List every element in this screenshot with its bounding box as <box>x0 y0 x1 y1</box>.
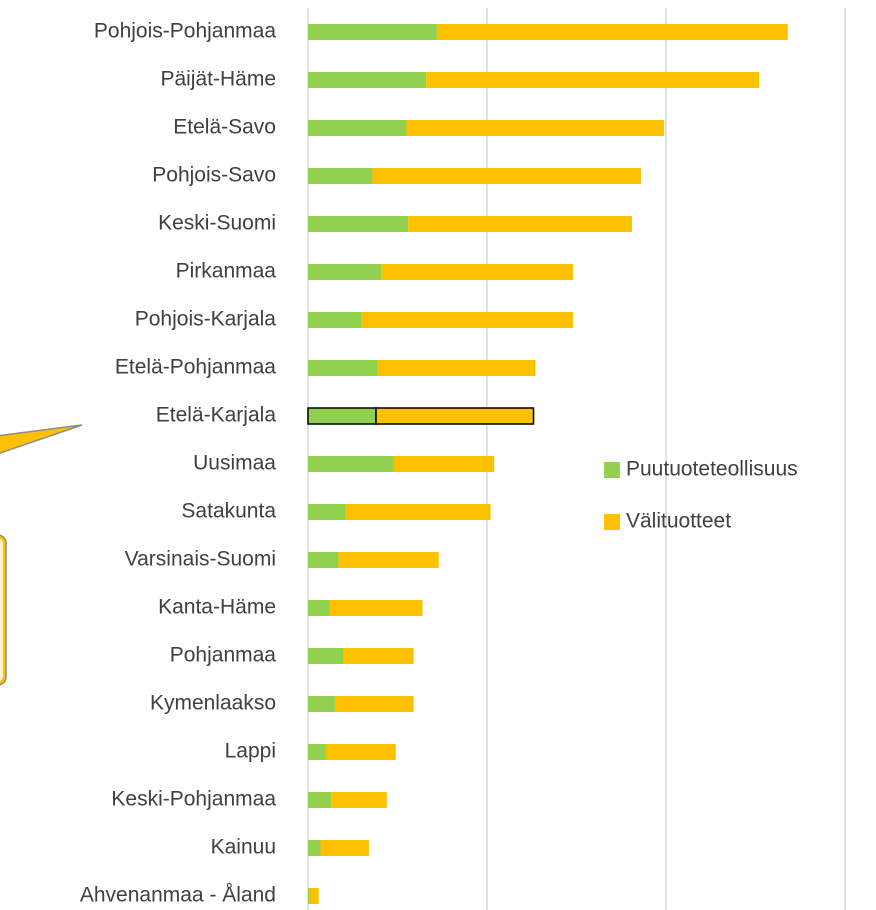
bar-segment <box>338 552 439 568</box>
bar-segment <box>436 24 788 40</box>
bar-segment <box>325 744 396 760</box>
bar-segment <box>308 504 346 520</box>
y-tick-label: Satakunta <box>181 500 276 523</box>
y-tick-label: Etelä-Savo <box>173 116 276 139</box>
legend-label: Välituotteet <box>626 510 731 533</box>
bar-segment <box>308 312 362 328</box>
bar-segment <box>308 360 378 376</box>
y-tick-label: Pohjois-Savo <box>152 164 276 187</box>
bar-segment <box>331 792 387 808</box>
callout-pointer <box>0 424 83 454</box>
y-tick-label: Pirkanmaa <box>176 260 277 283</box>
bar-segment <box>393 456 495 472</box>
bar-segment <box>308 840 321 856</box>
y-tick-label: Ahvenanmaa - Åland <box>80 884 276 907</box>
y-tick-label: Uusimaa <box>193 452 276 475</box>
bar-segment <box>308 888 310 904</box>
bar-segment <box>308 120 407 136</box>
bar-segment <box>307 407 377 425</box>
bar-segment <box>406 120 665 136</box>
bar-segment <box>308 264 382 280</box>
y-tick-label: Etelä-Pohjanmaa <box>115 356 276 379</box>
bar-segment <box>309 888 319 904</box>
y-tick-label: Pohjois-Pohjanmaa <box>94 20 276 43</box>
y-tick-label: Kymenlaakso <box>150 692 276 715</box>
y-tick-label: Keski-Suomi <box>158 212 276 235</box>
bar-segment <box>308 600 330 616</box>
bar-segment <box>308 744 326 760</box>
y-tick-label: Keski-Pohjanmaa <box>111 788 276 811</box>
bar-segment <box>375 407 535 425</box>
bar-segment <box>329 600 423 616</box>
y-tick-label: Kainuu <box>211 836 276 859</box>
y-tick-label: Päijät-Häme <box>160 68 276 91</box>
bar-segment <box>426 72 760 88</box>
callout-inner <box>0 538 3 682</box>
y-tick-label: Kanta-Häme <box>158 596 276 619</box>
bar-segment <box>308 696 335 712</box>
y-tick-label: Pohjanmaa <box>170 644 277 667</box>
bar-segment <box>361 312 573 328</box>
legend-label: Puutuoteteollisuus <box>626 458 798 481</box>
bar-segment <box>334 696 414 712</box>
bar-segment <box>308 24 437 40</box>
y-tick-label: Lappi <box>225 740 276 763</box>
bar-segment <box>308 648 344 664</box>
bar-segment <box>308 72 427 88</box>
bar-segment <box>372 168 641 184</box>
bar-segment <box>308 552 339 568</box>
legend-swatch <box>604 462 620 478</box>
bar-segment <box>308 792 332 808</box>
y-tick-label: Varsinais-Suomi <box>125 548 276 571</box>
legend-swatch <box>604 514 620 530</box>
bar-segment <box>343 648 414 664</box>
bar-segment <box>308 456 394 472</box>
y-tick-label: Etelä-Karjala <box>156 404 277 427</box>
bar-segment <box>377 360 536 376</box>
bar-segment <box>308 168 373 184</box>
y-tick-label: Pohjois-Karjala <box>135 308 277 331</box>
bar-segment <box>320 840 369 856</box>
bar-segment <box>345 504 491 520</box>
bar-segment <box>308 216 409 232</box>
bar-segment <box>381 264 573 280</box>
bar-segment <box>408 216 632 232</box>
